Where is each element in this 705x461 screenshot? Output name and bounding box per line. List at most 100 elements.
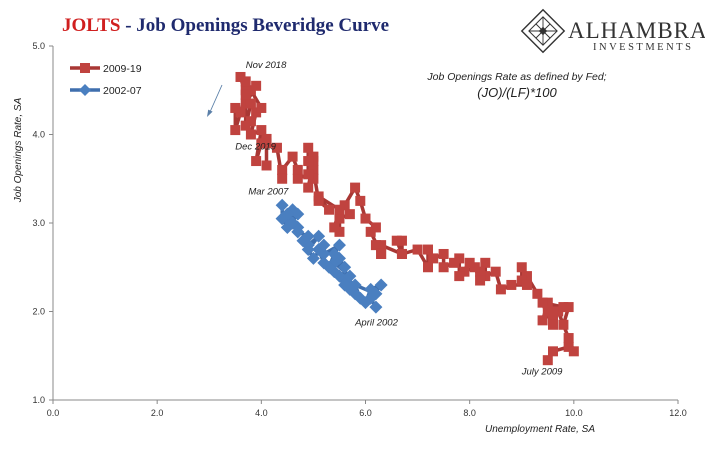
legend-label: 2009-19 bbox=[103, 63, 142, 75]
y-axis-label: Job Openings Rate, SA bbox=[13, 97, 24, 203]
data-point bbox=[369, 287, 383, 301]
data-point bbox=[374, 278, 388, 292]
data-point bbox=[324, 204, 335, 215]
data-point bbox=[329, 222, 340, 233]
x-axis-label: Unemployment Rate, SA bbox=[485, 424, 595, 435]
data-point bbox=[506, 279, 517, 290]
data-point bbox=[313, 195, 324, 206]
data-point bbox=[275, 198, 289, 212]
x-tick-label: 12.0 bbox=[669, 408, 687, 418]
x-tick-label: 6.0 bbox=[359, 408, 372, 418]
data-point bbox=[303, 142, 314, 153]
data-point bbox=[235, 71, 246, 82]
annotation-label: April 2002 bbox=[354, 318, 398, 329]
annotation-arrow-icon bbox=[207, 84, 223, 117]
data-point bbox=[396, 235, 407, 246]
data-point bbox=[251, 156, 262, 167]
data-point bbox=[423, 244, 433, 255]
data-point bbox=[563, 333, 574, 344]
data-point bbox=[516, 262, 527, 273]
data-point bbox=[370, 240, 381, 251]
data-point bbox=[240, 98, 251, 109]
legend-marker bbox=[80, 63, 90, 73]
data-point bbox=[542, 355, 553, 366]
data-point bbox=[332, 238, 346, 252]
data-point bbox=[327, 247, 341, 261]
data-point bbox=[339, 200, 350, 211]
data-point bbox=[256, 102, 267, 113]
data-point bbox=[256, 125, 267, 136]
data-point bbox=[475, 266, 486, 277]
data-point bbox=[334, 213, 345, 224]
data-point bbox=[245, 85, 256, 96]
note-line-1: Job Openings Rate as defined by Fed; bbox=[426, 71, 606, 83]
data-point bbox=[245, 98, 256, 109]
x-tick-label: 2.0 bbox=[151, 408, 164, 418]
data-point bbox=[459, 266, 470, 277]
data-point bbox=[245, 116, 256, 127]
y-axis-ticks: 1.0 2.0 3.0 4.0 5.0 bbox=[32, 41, 53, 405]
data-point bbox=[240, 120, 251, 131]
data-point bbox=[464, 257, 475, 268]
data-point bbox=[412, 244, 423, 255]
data-point bbox=[301, 229, 315, 243]
annotation-label: Dec 2019 bbox=[235, 142, 276, 153]
annotation-label: Mar 2007 bbox=[248, 187, 289, 198]
data-point bbox=[469, 262, 480, 273]
data-point bbox=[495, 284, 506, 295]
data-point bbox=[438, 248, 449, 259]
data-point bbox=[303, 156, 314, 167]
data-point bbox=[251, 80, 262, 91]
data-point bbox=[449, 257, 460, 268]
data-point bbox=[308, 151, 319, 162]
data-point bbox=[370, 222, 381, 233]
y-tick-label: 1.0 bbox=[32, 395, 45, 405]
data-point bbox=[334, 204, 345, 215]
data-point bbox=[548, 319, 558, 330]
data-point bbox=[308, 164, 319, 175]
data-point bbox=[338, 260, 352, 274]
brand-sub: INVESTMENTS bbox=[593, 42, 693, 53]
alhambra-logo: ALHAMBRA INVESTMENTS bbox=[520, 8, 705, 54]
data-point bbox=[303, 182, 314, 193]
brand-name: ALHAMBRA bbox=[568, 18, 705, 43]
chart-title: JOLTS - Job Openings Beveridge Curve bbox=[62, 15, 389, 36]
data-point bbox=[542, 297, 553, 308]
annotation-label: July 2009 bbox=[521, 366, 563, 377]
y-tick-label: 4.0 bbox=[32, 130, 45, 140]
data-point bbox=[343, 269, 357, 283]
data-point bbox=[256, 138, 267, 149]
data-point bbox=[396, 248, 407, 259]
data-point bbox=[369, 300, 383, 314]
data-point bbox=[563, 341, 574, 352]
data-point bbox=[568, 346, 579, 357]
data-point bbox=[245, 129, 256, 140]
x-axis-ticks: 0.0 2.0 4.0 6.0 8.0 10.0 12.0 bbox=[47, 400, 687, 418]
data-point bbox=[516, 275, 527, 286]
data-point bbox=[355, 195, 366, 206]
title-rest: - Job Openings Beveridge Curve bbox=[120, 15, 389, 36]
data-point bbox=[537, 297, 548, 308]
logo-diamond-icon bbox=[520, 8, 566, 54]
legend: 2009-19 2002-07 bbox=[70, 63, 142, 97]
data-point bbox=[280, 220, 294, 234]
data-point bbox=[240, 76, 251, 87]
series-2002-07 bbox=[275, 198, 388, 314]
data-point bbox=[287, 151, 298, 162]
x-tick-label: 4.0 bbox=[255, 408, 268, 418]
data-point bbox=[306, 251, 320, 265]
data-point bbox=[376, 240, 387, 251]
data-point bbox=[292, 164, 303, 175]
data-point bbox=[230, 102, 241, 113]
data-point bbox=[454, 253, 465, 264]
data-point bbox=[277, 164, 288, 175]
data-point bbox=[438, 262, 449, 273]
data-point bbox=[344, 209, 355, 220]
data-point bbox=[548, 346, 558, 357]
data-point bbox=[292, 173, 303, 184]
data-point bbox=[317, 238, 331, 252]
legend-label: 2002-07 bbox=[103, 85, 142, 97]
y-tick-label: 2.0 bbox=[32, 307, 45, 317]
data-point bbox=[475, 275, 486, 286]
